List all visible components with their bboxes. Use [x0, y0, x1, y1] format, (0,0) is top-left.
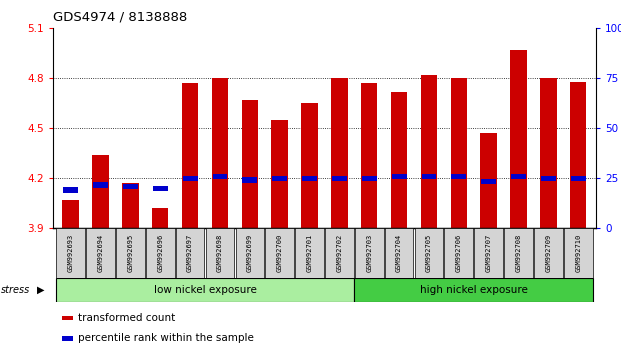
Text: GSM992709: GSM992709	[545, 234, 551, 272]
Bar	[451, 78, 467, 228]
Text: GSM992695: GSM992695	[127, 234, 134, 272]
Bar	[451, 174, 466, 179]
Bar	[271, 120, 288, 228]
Text: high nickel exposure: high nickel exposure	[420, 285, 528, 295]
Bar	[332, 176, 347, 181]
Bar	[570, 82, 586, 228]
Bar	[183, 176, 197, 181]
Bar	[123, 184, 138, 189]
Bar	[392, 174, 407, 179]
Bar	[355, 278, 593, 302]
Bar	[481, 179, 496, 184]
Text: stress: stress	[1, 285, 30, 295]
Bar	[301, 103, 318, 228]
Text: low nickel exposure: low nickel exposure	[153, 285, 256, 295]
Bar	[571, 176, 586, 181]
Text: GDS4974 / 8138888: GDS4974 / 8138888	[53, 11, 187, 24]
Bar	[93, 182, 108, 188]
Bar	[385, 228, 414, 278]
Bar	[355, 228, 384, 278]
Text: GSM992710: GSM992710	[575, 234, 581, 272]
Bar	[152, 208, 168, 228]
Bar	[421, 75, 437, 228]
Text: GSM992693: GSM992693	[68, 234, 74, 272]
Bar	[474, 228, 503, 278]
Bar	[212, 174, 227, 179]
Bar	[182, 83, 198, 228]
Bar	[504, 228, 533, 278]
Text: GSM992698: GSM992698	[217, 234, 223, 272]
Bar	[176, 228, 204, 278]
Bar	[86, 228, 115, 278]
Text: transformed count: transformed count	[78, 313, 176, 323]
Text: GSM992702: GSM992702	[337, 234, 342, 272]
Bar	[116, 228, 145, 278]
Text: GSM992696: GSM992696	[157, 234, 163, 272]
Text: GSM992707: GSM992707	[486, 234, 492, 272]
Bar	[63, 187, 78, 193]
Bar	[534, 228, 563, 278]
Text: GSM992704: GSM992704	[396, 234, 402, 272]
Bar	[391, 92, 407, 228]
Bar	[122, 183, 138, 228]
Bar	[541, 176, 556, 181]
Bar	[564, 228, 592, 278]
Bar	[361, 83, 378, 228]
Text: GSM992708: GSM992708	[515, 234, 522, 272]
Bar	[362, 176, 377, 181]
Bar	[146, 228, 175, 278]
Bar	[325, 228, 354, 278]
Bar	[56, 278, 355, 302]
Text: GSM992703: GSM992703	[366, 234, 372, 272]
Bar	[302, 176, 317, 181]
Bar	[272, 176, 287, 181]
Bar	[57, 228, 85, 278]
Bar	[153, 185, 168, 191]
Text: GSM992694: GSM992694	[97, 234, 104, 272]
Text: GSM992705: GSM992705	[426, 234, 432, 272]
Text: GSM992697: GSM992697	[187, 234, 193, 272]
Bar	[235, 228, 264, 278]
Bar	[331, 78, 348, 228]
Bar	[510, 50, 527, 228]
Bar	[93, 155, 109, 228]
Bar	[445, 228, 473, 278]
Bar	[422, 174, 437, 179]
Bar	[415, 228, 443, 278]
Bar	[295, 228, 324, 278]
Bar	[481, 133, 497, 228]
Bar	[206, 228, 234, 278]
Text: GSM992699: GSM992699	[247, 234, 253, 272]
Bar	[265, 228, 294, 278]
Text: percentile rank within the sample: percentile rank within the sample	[78, 333, 254, 343]
Text: GSM992706: GSM992706	[456, 234, 462, 272]
Text: ▶: ▶	[37, 285, 45, 295]
Text: GSM992700: GSM992700	[277, 234, 283, 272]
Bar	[63, 200, 79, 228]
Bar	[212, 78, 228, 228]
Bar	[242, 100, 258, 228]
Text: GSM992701: GSM992701	[307, 234, 312, 272]
Bar	[242, 177, 257, 183]
Bar	[511, 174, 526, 179]
Bar	[540, 78, 556, 228]
